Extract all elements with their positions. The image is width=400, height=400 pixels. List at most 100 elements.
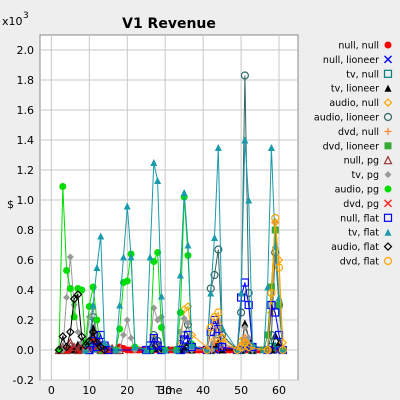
- data-point: [54, 345, 64, 355]
- legend-label: tv, flat: [348, 228, 379, 239]
- plot-area: -0.2 0.0 0.2 0.4 0.6 0.8 1.0 1.2 1.4 1.6 1.8 2.0 0 10…: [13, 34, 299, 397]
- legend-label: null, pg: [344, 156, 379, 167]
- data-point: [248, 340, 256, 348]
- data-point: [127, 334, 135, 342]
- data-point: [267, 288, 276, 298]
- data-point: [66, 253, 74, 261]
- legend-label: null, lioneer: [323, 55, 379, 66]
- legend-item: dvd, pg: [343, 199, 392, 210]
- legend-marker: [383, 242, 393, 251]
- legend-item: dvd, lioneer: [323, 141, 392, 152]
- legend-label: audio, null: [329, 98, 379, 109]
- data-point: [88, 327, 98, 337]
- data-point: [82, 346, 90, 354]
- data-point: [84, 336, 94, 346]
- data-point: [271, 226, 279, 234]
- data-point: [123, 316, 131, 324]
- data-point: [240, 71, 249, 80]
- legend-marker: [384, 55, 392, 64]
- legend-label: audio, flat: [331, 242, 379, 253]
- legend-marker: [383, 69, 393, 78]
- y-tick-label: 0.4: [17, 284, 35, 297]
- series-line: [206, 217, 284, 351]
- x-tick-label: 20: [120, 384, 134, 397]
- data-point: [62, 342, 71, 352]
- data-point: [131, 343, 139, 351]
- data-point: [142, 346, 150, 354]
- data-point: [100, 345, 109, 355]
- legend-marker: [384, 142, 392, 150]
- data-point: [274, 263, 284, 272]
- data-point: [74, 328, 82, 336]
- x-tick-label: 40: [196, 384, 210, 397]
- data-point: [104, 345, 113, 355]
- legend-item: tv, null: [346, 69, 393, 80]
- data-point: [218, 342, 227, 352]
- data-point: [279, 346, 287, 354]
- legend-item: null, flat: [340, 213, 393, 224]
- data-point: [150, 159, 158, 166]
- y-tick-label: 1.4: [17, 134, 35, 147]
- data-point: [244, 288, 253, 298]
- legend-marker: [384, 185, 392, 193]
- y-axis-title: $: [7, 198, 14, 211]
- data-point: [58, 332, 68, 341]
- data-point: [146, 253, 154, 261]
- plot-background: [39, 34, 299, 381]
- legend-marker: [383, 213, 393, 222]
- legend-label: dvd, lioneer: [323, 141, 380, 152]
- data-point: [101, 339, 108, 346]
- y-tick-label: 0.8: [17, 224, 35, 237]
- legend-marker: [384, 228, 392, 236]
- x-axis-title: Time: [155, 384, 183, 397]
- data-point: [180, 189, 188, 196]
- legend-item: audio, flat: [331, 242, 393, 253]
- legend-item: audio, pg: [335, 185, 392, 196]
- legend-label: dvd, flat: [340, 257, 380, 268]
- data-point: [214, 144, 222, 151]
- data-point: [202, 345, 212, 355]
- legend-marker: [384, 171, 392, 179]
- data-point: [210, 270, 219, 280]
- data-point: [218, 333, 227, 343]
- data-point: [244, 342, 253, 352]
- x-tick-label: 30: [158, 384, 172, 397]
- data-point: [275, 301, 283, 309]
- x-tick-label: 60: [272, 384, 286, 397]
- data-point: [263, 345, 272, 355]
- legend-label: tv, null: [346, 69, 379, 80]
- data-point: [92, 338, 102, 347]
- data-point: [112, 346, 120, 354]
- legend-marker: [383, 112, 393, 122]
- data-point: [123, 277, 131, 285]
- data-point: [267, 144, 275, 151]
- legend-item: null, null: [338, 41, 392, 52]
- legend-item: dvd, null: [338, 127, 392, 138]
- data-point: [93, 316, 101, 324]
- data-point: [271, 213, 280, 223]
- data-point: [66, 327, 75, 337]
- data-point: [154, 249, 162, 256]
- data-point: [157, 292, 165, 300]
- data-point: [180, 315, 188, 322]
- y-tick-label: 2.0: [17, 44, 35, 57]
- y-tick-label: 1.8: [17, 74, 35, 87]
- data-point: [119, 331, 127, 339]
- data-point: [264, 331, 272, 339]
- series-audio-flat: [54, 290, 109, 355]
- legend-marker: [384, 84, 392, 92]
- legend-marker: [383, 98, 393, 107]
- data-point: [81, 341, 90, 350]
- legend-item: null, pg: [344, 155, 393, 167]
- legend-marker: [384, 127, 392, 135]
- data-point: [241, 324, 249, 331]
- data-point: [73, 290, 83, 299]
- data-point: [207, 289, 215, 297]
- y-tick-label: -0.2: [13, 374, 34, 387]
- data-point: [119, 253, 127, 261]
- data-point: [161, 346, 169, 354]
- legend-label: tv, lioneer: [331, 84, 379, 95]
- x-tick-label: 0: [48, 384, 55, 397]
